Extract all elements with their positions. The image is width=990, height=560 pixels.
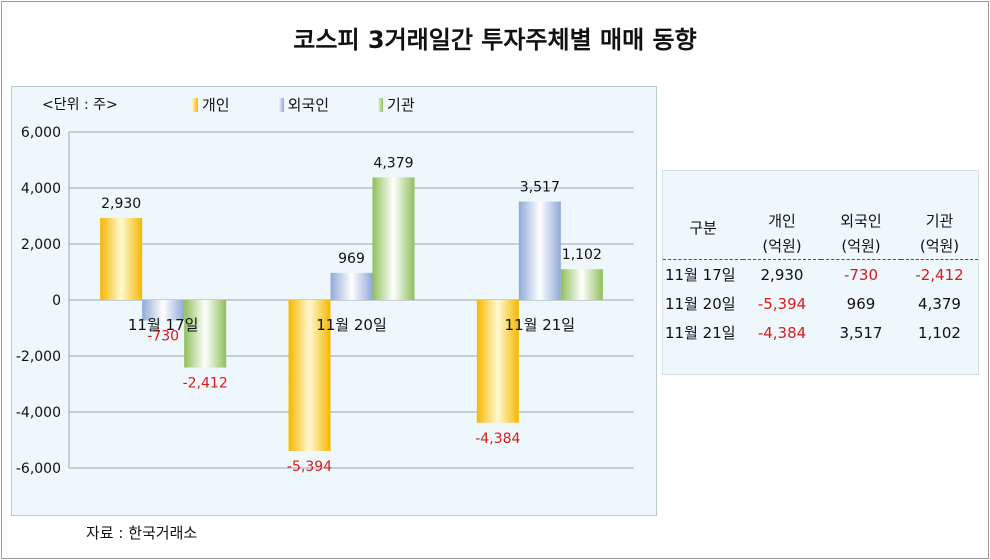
table-cell: -5,394 [757, 294, 807, 313]
table-row: 11월 21일 -4,384 3,517 1,102 [663, 318, 978, 347]
legend-swatch-foreign [277, 97, 284, 112]
table-cell: 3,517 [839, 323, 883, 342]
bar-individual [476, 300, 519, 423]
table-header-foreign: 외국인 [840, 212, 882, 230]
bar-foreign [142, 300, 185, 321]
category-label: 11월 20일 [316, 316, 387, 334]
y-tick-label: 4,000 [21, 181, 61, 197]
legend-swatch-individual [192, 97, 198, 112]
table-cell: 4,379 [918, 294, 961, 313]
data-label: -730 [147, 328, 179, 344]
data-label: -4,384 [475, 431, 520, 447]
y-tick-label: 6,000 [21, 125, 61, 141]
y-tick-label: -4,000 [16, 405, 61, 421]
legend-swatch-institution [377, 97, 384, 112]
unit-label: <단위 : 주> [42, 97, 118, 113]
table-header-category: 구분 [663, 217, 743, 246]
table-header-unit: (억원) [743, 231, 821, 260]
bar-individual [100, 217, 143, 300]
legend-label-individual: 개인 [202, 96, 230, 114]
y-tick-label: -2,000 [16, 349, 61, 365]
table-cell: -4,384 [757, 323, 807, 342]
legend-label-institution: 기관 [387, 96, 415, 114]
legend-item-institution: 기관 [377, 94, 415, 115]
bar-institution [372, 177, 415, 300]
category-label: 11월 21일 [505, 316, 576, 334]
bar-individual [288, 300, 331, 452]
table-row-label: 11월 21일 [665, 324, 736, 342]
data-label: 1,102 [562, 247, 602, 263]
table-cell: -2,412 [915, 265, 964, 284]
table-row: 11월 20일 -5,394 969 4,379 [663, 289, 978, 318]
chart-area: 6,000 4,000 2,000 0 -2,000 -4,000 -6,000 2,930 -… [11, 86, 657, 516]
bar-institution [184, 300, 227, 368]
table-header-unit: (억원) [901, 231, 978, 260]
table-cell: -730 [843, 265, 879, 284]
y-tick-label: 2,000 [21, 237, 61, 253]
table-header-individual: 개인 [768, 212, 796, 230]
data-table: 개인 외국인 기관 구분 (억원) (억원) (억원) 11월 17일 2,930… [663, 201, 978, 347]
data-label: 3,517 [520, 180, 560, 196]
legend: 개인 외국인 기관 [192, 94, 415, 115]
table-row: 11월 17일 2,930 -730 -2,412 [663, 260, 978, 290]
bar-chart: 6,000 4,000 2,000 0 -2,000 -4,000 -6,000 2,930 -… [16, 125, 634, 477]
table-row-label: 11월 20일 [665, 295, 736, 313]
page-title: 코스피 3거래일간 투자주체별 매매 동향 [293, 26, 697, 54]
data-label: -2,412 [183, 376, 228, 392]
data-label: 969 [338, 251, 365, 267]
table-header-row-bottom: 구분 (억원) (억원) (억원) [663, 217, 978, 260]
table-cell: 2,930 [760, 265, 804, 284]
table-header-unit: (억원) [821, 231, 901, 260]
legend-label-foreign: 외국인 [287, 96, 330, 114]
bar-institution [560, 269, 603, 300]
data-label: 4,379 [373, 155, 413, 171]
bar-foreign [518, 201, 561, 300]
y-tick-label: 0 [52, 293, 61, 309]
legend-item-foreign: 외국인 [277, 94, 330, 115]
table-header-institution: 기관 [925, 212, 954, 230]
y-tick-label: -6,000 [16, 461, 61, 477]
table-row-label: 11월 17일 [665, 266, 736, 284]
legend-item-individual: 개인 [192, 94, 230, 115]
table-header-row-top: 개인 외국인 기관 [663, 201, 978, 231]
data-table-panel: 개인 외국인 기관 구분 (억원) (억원) (억원) 11월 17일 2,930… [662, 170, 979, 375]
bar-foreign [330, 272, 373, 300]
table-cell: 969 [846, 294, 876, 313]
table-cell: 1,102 [918, 323, 961, 342]
data-label: -5,394 [287, 459, 332, 475]
source-note: 자료 : 한국거래소 [86, 524, 198, 542]
category-label: 11월 17일 [128, 316, 199, 334]
data-label: 2,930 [101, 196, 141, 212]
